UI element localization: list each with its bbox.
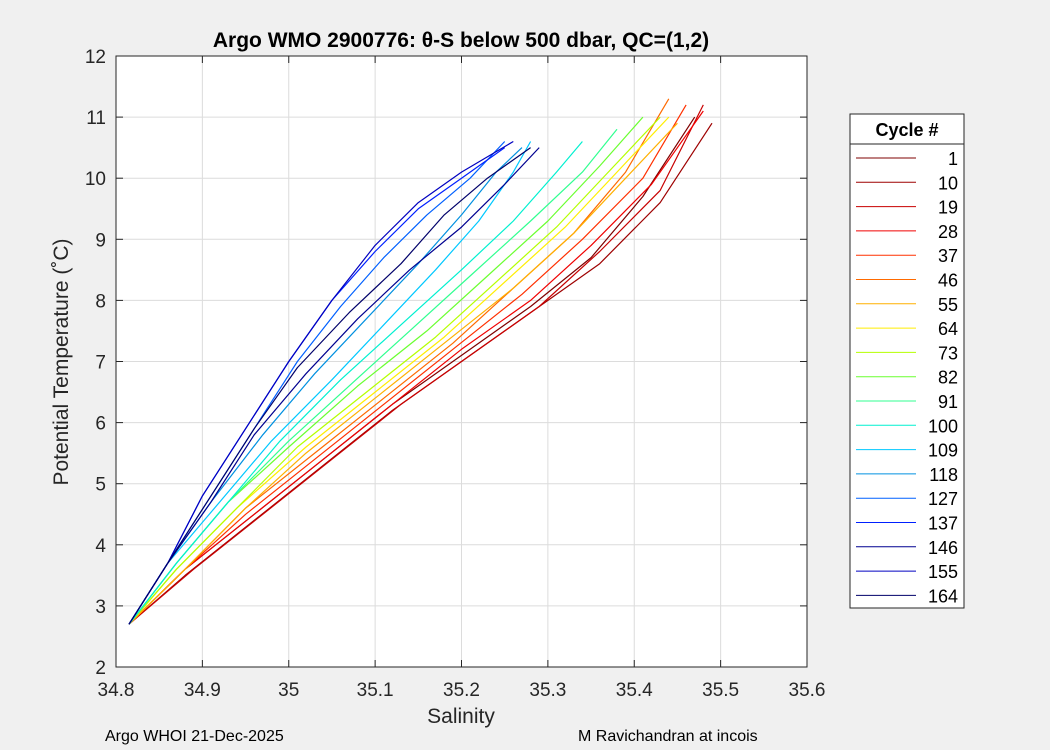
legend-label-10: 10 <box>938 173 958 193</box>
y-tick-label: 3 <box>95 597 106 618</box>
legend-label-37: 37 <box>938 246 958 266</box>
x-tick-label: 35.5 <box>702 680 739 701</box>
legend-label-28: 28 <box>938 222 958 242</box>
series-line-cycle-109 <box>128 141 532 625</box>
x-tick-label: 35.4 <box>616 680 653 701</box>
legend-label-100: 100 <box>928 416 958 436</box>
legend-label-155: 155 <box>928 562 958 582</box>
legend-label-55: 55 <box>938 295 958 315</box>
x-tick-label: 34.8 <box>98 680 135 701</box>
y-ticks: 2 3 4 5 6 7 8 9 10 11 12 <box>85 47 807 679</box>
series-line-cycle-73 <box>128 116 661 625</box>
chart-title: Argo WMO 2900776: θ-S below 500 dbar, QC… <box>213 29 709 52</box>
legend-label-127: 127 <box>928 489 958 509</box>
legend-box <box>849 113 965 609</box>
legend-label-137: 137 <box>928 514 958 534</box>
grid-lines <box>115 55 808 668</box>
legend-items: 1 10 19 28 37 46 55 64 73 82 91 100 109 118 127 137 146 1… <box>856 149 958 606</box>
legend-label-19: 19 <box>938 198 958 218</box>
legend-label-91: 91 <box>938 392 958 412</box>
x-axis-label: Salinity <box>427 705 495 728</box>
legend-label-118: 118 <box>929 465 958 485</box>
legend-label-46: 46 <box>938 271 958 291</box>
x-ticks: 34.8 34.9 35 35.1 35.2 35.3 35.4 35.5 35.6 <box>98 56 826 701</box>
x-tick-label: 35.2 <box>443 680 480 701</box>
footer-left: Argo WHOI 21-Dec-2025 <box>105 728 284 745</box>
series-line-cycle-146 <box>128 147 540 625</box>
y-tick-label: 6 <box>95 414 106 435</box>
legend: Cycle # 1 10 19 28 37 46 55 64 73 82 91 100 109 118 12… <box>849 113 965 609</box>
legend-label-1: 1 <box>948 149 958 169</box>
series-line-cycle-19 <box>128 104 704 625</box>
series-line-cycle-155 <box>128 140 514 625</box>
series-line-cycle-100 <box>128 141 583 625</box>
y-tick-label: 7 <box>95 353 106 374</box>
y-axis-label: Potential Temperature (˚C) <box>50 238 73 485</box>
legend-label-109: 109 <box>928 441 958 461</box>
x-tick-label: 35.3 <box>529 680 566 701</box>
series-lines <box>128 98 713 625</box>
legend-label-73: 73 <box>938 343 958 363</box>
y-tick-label: 9 <box>95 230 106 251</box>
series-line-cycle-164 <box>128 147 531 625</box>
x-tick-label: 34.9 <box>184 680 221 701</box>
legend-label-146: 146 <box>928 538 958 558</box>
x-tick-label: 35 <box>278 680 299 701</box>
footer-right: M Ravichandran at incois <box>578 728 758 745</box>
y-tick-label: 4 <box>95 536 106 557</box>
y-tick-label: 8 <box>95 291 106 312</box>
series-line-cycle-28 <box>128 110 704 625</box>
legend-label-64: 64 <box>938 319 958 339</box>
y-tick-label: 11 <box>86 108 106 129</box>
legend-label-164: 164 <box>928 586 958 606</box>
y-tick-label: 2 <box>95 658 106 679</box>
legend-label-82: 82 <box>938 368 958 388</box>
y-tick-label: 5 <box>95 475 106 496</box>
y-tick-label: 10 <box>85 169 106 190</box>
series-line-cycle-55 <box>128 122 678 625</box>
series-line-cycle-37 <box>128 104 687 625</box>
y-tick-label: 12 <box>85 47 106 68</box>
x-tick-label: 35.6 <box>789 680 826 701</box>
x-tick-label: 35.1 <box>357 680 394 701</box>
legend-title: Cycle # <box>875 120 938 140</box>
